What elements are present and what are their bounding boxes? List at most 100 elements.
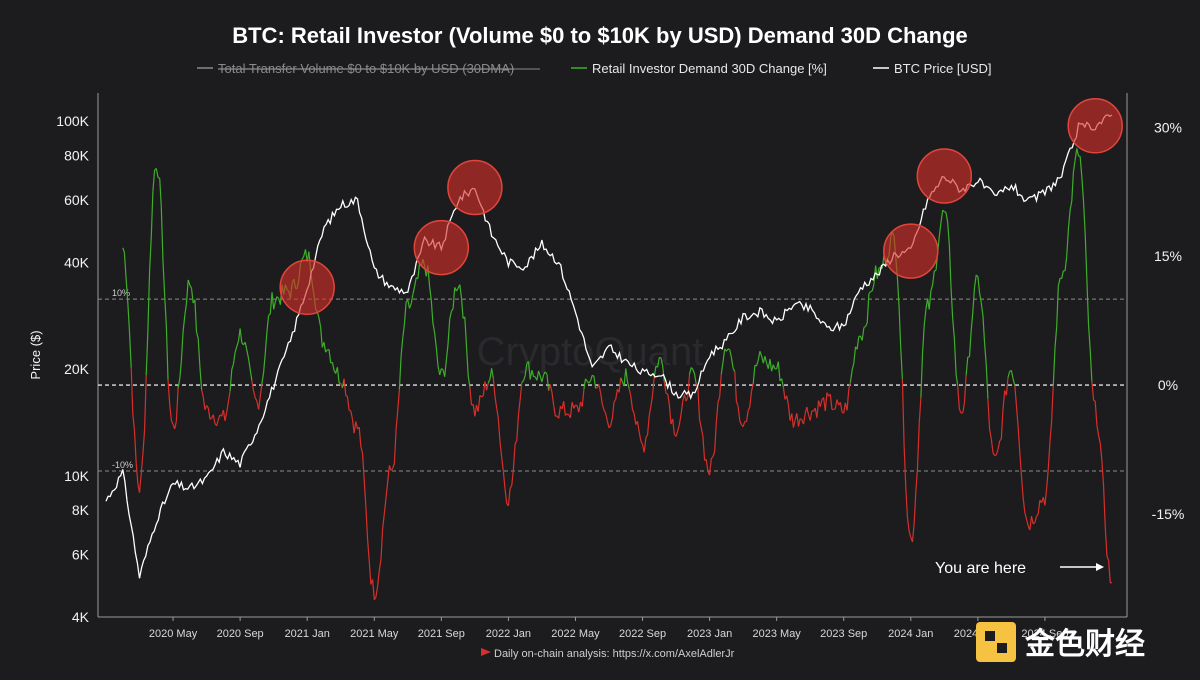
demand-segment bbox=[899, 308, 901, 348]
demand-segment bbox=[500, 442, 502, 458]
demand-segment bbox=[332, 362, 334, 370]
demand-segment bbox=[181, 332, 183, 361]
footer-flag-icon bbox=[481, 648, 491, 656]
demand-segment bbox=[649, 406, 651, 416]
demand-segment bbox=[867, 294, 869, 323]
demand-segment bbox=[902, 379, 904, 446]
demand-segment bbox=[666, 393, 668, 394]
demand-segment bbox=[736, 401, 738, 406]
demand-segment bbox=[267, 316, 269, 331]
demand-segment bbox=[161, 207, 163, 262]
demand-segment bbox=[393, 463, 395, 468]
demand-segment bbox=[265, 331, 267, 353]
demand-segment bbox=[190, 285, 192, 288]
y-left-tick-label: 60K bbox=[64, 192, 90, 208]
demand-segment bbox=[235, 347, 237, 353]
demand-segment bbox=[171, 421, 173, 425]
demand-segment bbox=[275, 297, 277, 302]
demand-segment bbox=[596, 388, 598, 389]
demand-segment bbox=[468, 376, 470, 387]
demand-segment bbox=[462, 298, 464, 318]
demand-segment bbox=[906, 488, 908, 517]
demand-segment bbox=[1073, 160, 1075, 172]
demand-segment bbox=[168, 380, 170, 405]
highlight-circle bbox=[1068, 99, 1122, 153]
demand-segment bbox=[354, 422, 356, 434]
demand-segment bbox=[757, 360, 759, 366]
demand-segment bbox=[949, 246, 951, 287]
demand-segment bbox=[1094, 400, 1096, 401]
demand-segment bbox=[1037, 514, 1039, 517]
demand-segment bbox=[140, 474, 142, 492]
demand-segment bbox=[361, 447, 363, 453]
demand-segment bbox=[616, 389, 618, 399]
demand-segment bbox=[668, 394, 670, 405]
brand-logo-icon bbox=[976, 622, 1016, 662]
demand-segment bbox=[929, 291, 931, 310]
demand-segment bbox=[701, 428, 703, 436]
demand-segment bbox=[456, 288, 458, 291]
demand-segment bbox=[612, 402, 614, 418]
demand-segment bbox=[1008, 371, 1010, 377]
demand-segment bbox=[966, 357, 968, 376]
demand-segment bbox=[872, 285, 874, 292]
demand-segment bbox=[381, 529, 383, 559]
demand-segment bbox=[128, 303, 130, 332]
demand-segment bbox=[344, 379, 346, 396]
demand-segment bbox=[192, 288, 194, 303]
demand-segment bbox=[232, 364, 234, 369]
demand-segment bbox=[233, 353, 235, 365]
demand-segment bbox=[1089, 324, 1091, 350]
demand-segment bbox=[765, 356, 767, 363]
demand-segment bbox=[1082, 176, 1084, 201]
demand-segment bbox=[1077, 148, 1079, 156]
demand-segment bbox=[678, 425, 680, 431]
demand-segment bbox=[1048, 441, 1050, 468]
y-axis-label: Price ($) bbox=[28, 330, 43, 379]
demand-segment bbox=[550, 385, 552, 393]
demand-segment bbox=[1015, 386, 1017, 405]
y-right-tick-label: 0% bbox=[1158, 377, 1178, 393]
demand-segment bbox=[559, 406, 561, 418]
demand-segment bbox=[913, 523, 915, 542]
legend-item-total-transfer[interactable]: Total Transfer Volume $0 to $10K by USD … bbox=[197, 61, 540, 76]
demand-segment bbox=[664, 382, 666, 394]
demand-segment bbox=[787, 396, 789, 405]
demand-segment bbox=[986, 366, 988, 399]
demand-segment bbox=[1013, 379, 1015, 386]
demand-segment bbox=[148, 271, 150, 330]
demand-segment bbox=[837, 400, 839, 406]
demand-segment bbox=[1099, 436, 1101, 444]
demand-segment bbox=[877, 268, 879, 279]
demand-segment bbox=[1057, 286, 1059, 326]
legend-item-btc-price[interactable]: BTC Price [USD] bbox=[873, 61, 992, 76]
demand-segment bbox=[413, 287, 415, 295]
demand-segment bbox=[1027, 519, 1029, 526]
demand-segment bbox=[252, 381, 254, 391]
demand-segment bbox=[621, 378, 623, 382]
demand-segment bbox=[269, 314, 271, 316]
demand-segment bbox=[807, 407, 809, 415]
demand-segment bbox=[830, 394, 832, 409]
demand-segment bbox=[1025, 512, 1027, 519]
highlight-circle bbox=[414, 221, 468, 275]
demand-segment bbox=[178, 379, 180, 388]
demand-segment bbox=[431, 300, 433, 323]
legend-item-retail-demand[interactable]: Retail Investor Demand 30D Change [%] bbox=[571, 61, 827, 76]
legend-label-btc-price: BTC Price [USD] bbox=[894, 61, 992, 76]
demand-segment bbox=[629, 388, 631, 396]
demand-segment bbox=[519, 400, 521, 414]
demand-segment bbox=[1050, 422, 1052, 442]
demand-segment bbox=[847, 389, 849, 411]
demand-segment bbox=[980, 292, 982, 302]
demand-segment bbox=[604, 410, 606, 413]
demand-segment bbox=[760, 351, 762, 356]
demand-segment bbox=[576, 405, 578, 406]
x-tick-label: 2023 Jan bbox=[687, 628, 732, 640]
reference-line-label: -10% bbox=[112, 460, 133, 470]
demand-segment bbox=[337, 367, 339, 383]
demand-segment bbox=[907, 517, 909, 531]
demand-segment bbox=[213, 415, 215, 424]
demand-segment bbox=[718, 397, 720, 403]
demand-segment bbox=[778, 362, 780, 381]
